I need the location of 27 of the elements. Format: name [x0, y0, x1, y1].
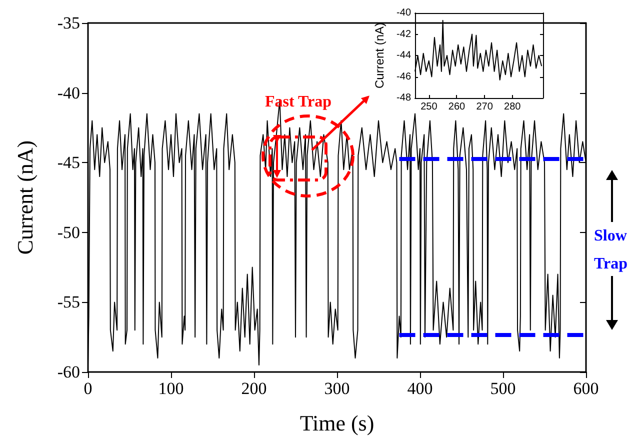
x-axis-title: Time (s) [300, 410, 374, 436]
y-tick-label: -40 [396, 8, 412, 18]
y-axis-title: Current (nA) [372, 22, 387, 89]
x-tick-label: 200 [241, 379, 267, 398]
x-tick-label: 600 [573, 379, 599, 398]
y-tick-label: -40 [57, 83, 80, 102]
y-tick-label: -50 [57, 222, 80, 242]
x-tick-label: 280 [504, 102, 522, 112]
x-tick-label: 270 [476, 102, 494, 112]
y-tick-label: -44 [396, 50, 412, 61]
y-tick-label: -48 [396, 92, 412, 104]
x-tick-label: 500 [490, 379, 516, 398]
y-tick-label: -60 [57, 362, 80, 382]
x-tick-label: 250 [420, 102, 438, 112]
y-axis-title: Current (nA) [12, 140, 38, 255]
annotation: Fast Trap [265, 94, 332, 110]
y-tick-label: -42 [396, 28, 412, 40]
y-tick-label: -55 [57, 292, 80, 312]
x-tick-label: 300 [324, 379, 350, 398]
text: Slow Trap [594, 228, 631, 272]
y-tick-label: -45 [57, 153, 80, 172]
y-tick-label: -35 [57, 14, 80, 32]
x-tick-label: 100 [158, 379, 184, 398]
y-tick-label: -46 [396, 71, 412, 82]
x-tick-label: 400 [407, 379, 433, 398]
x-tick-label: 260 [448, 102, 466, 112]
x-tick-label: 0 [84, 379, 92, 398]
